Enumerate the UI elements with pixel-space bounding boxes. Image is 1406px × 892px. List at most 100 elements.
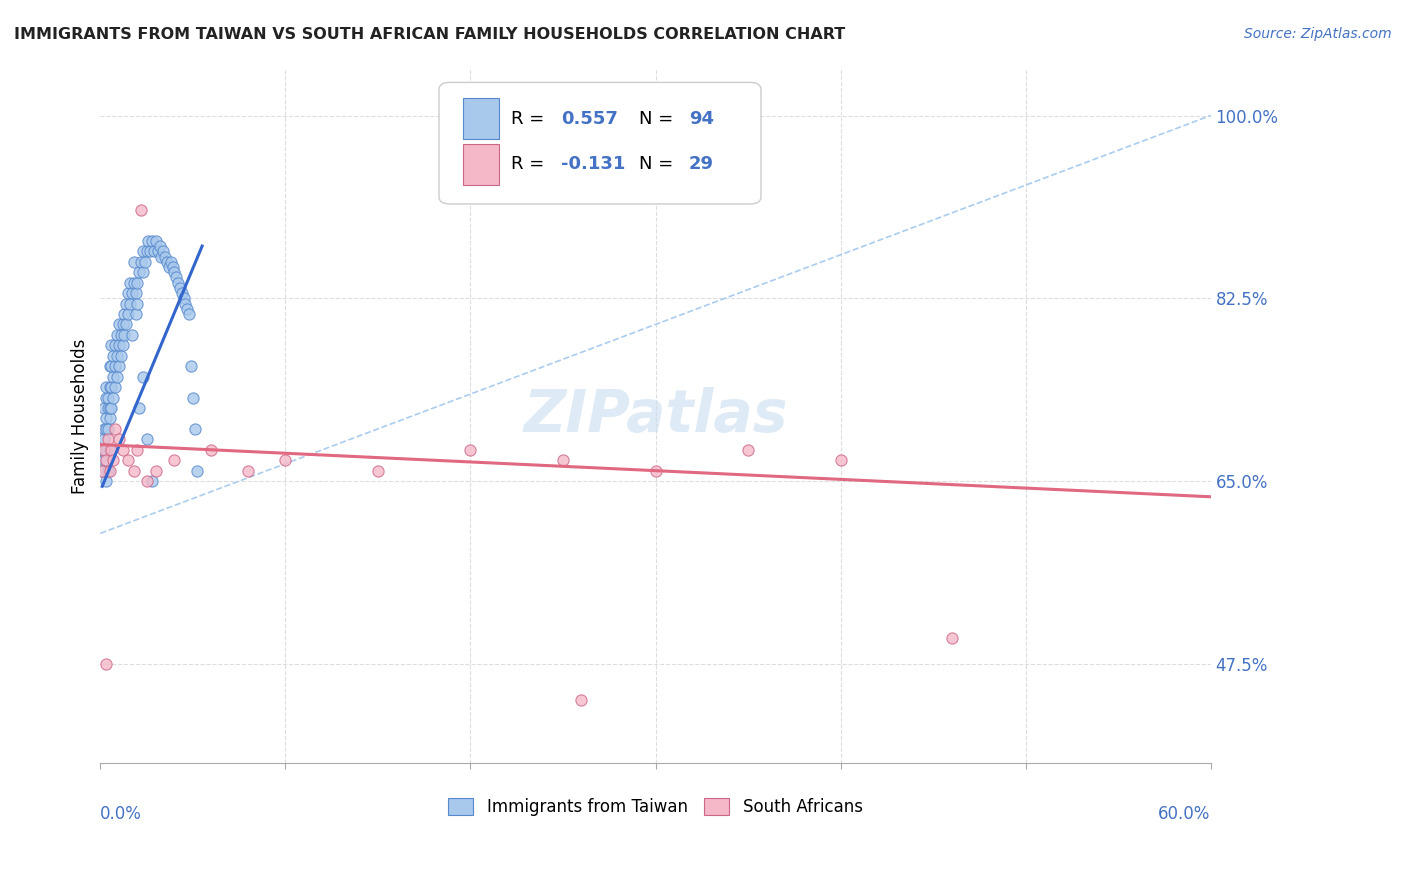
FancyBboxPatch shape — [464, 145, 499, 185]
Point — [146, 244, 169, 259]
FancyBboxPatch shape — [464, 98, 499, 138]
Point — [112, 307, 135, 321]
Text: R =: R = — [512, 110, 550, 128]
Point — [104, 359, 127, 374]
Point — [98, 380, 121, 394]
Text: -0.131: -0.131 — [561, 155, 626, 173]
Point — [100, 359, 122, 374]
Point — [132, 369, 155, 384]
Point — [110, 349, 132, 363]
Point — [141, 474, 163, 488]
Point — [93, 442, 115, 457]
Point — [163, 265, 186, 279]
Point — [103, 369, 125, 384]
Point — [117, 286, 139, 301]
Point — [145, 464, 167, 478]
Point — [180, 359, 202, 374]
Point — [200, 442, 222, 457]
Point — [170, 286, 193, 301]
Point — [132, 265, 155, 279]
Point — [118, 296, 141, 310]
Point — [105, 369, 128, 384]
Point — [98, 442, 121, 457]
Point — [644, 464, 666, 478]
Text: Source: ZipAtlas.com: Source: ZipAtlas.com — [1244, 27, 1392, 41]
Text: IMMIGRANTS FROM TAIWAN VS SOUTH AFRICAN FAMILY HOUSEHOLDS CORRELATION CHART: IMMIGRANTS FROM TAIWAN VS SOUTH AFRICAN … — [14, 27, 845, 42]
Point — [274, 453, 297, 467]
Point — [94, 442, 117, 457]
Point — [551, 453, 574, 467]
Point — [94, 422, 117, 436]
Point — [737, 442, 759, 457]
Point — [153, 250, 176, 264]
Point — [94, 380, 117, 394]
Point — [117, 453, 139, 467]
Point — [91, 464, 114, 478]
Point — [167, 276, 190, 290]
Point — [103, 349, 125, 363]
Text: 60.0%: 60.0% — [1159, 805, 1211, 823]
Point — [121, 327, 143, 342]
Point — [143, 244, 166, 259]
Y-axis label: Family Households: Family Households — [72, 338, 89, 493]
Point — [118, 276, 141, 290]
Text: N =: N = — [638, 110, 679, 128]
Point — [103, 453, 125, 467]
Point — [100, 401, 122, 415]
Point — [183, 422, 205, 436]
Point — [94, 411, 117, 425]
Point — [94, 657, 117, 671]
Point — [94, 453, 117, 467]
Legend: Immigrants from Taiwan, South Africans: Immigrants from Taiwan, South Africans — [440, 789, 870, 824]
Point — [174, 296, 197, 310]
Point — [94, 391, 117, 405]
Point — [97, 433, 120, 447]
Point — [110, 327, 132, 342]
Point — [159, 254, 181, 268]
Point — [105, 327, 128, 342]
Point — [141, 234, 163, 248]
Point — [121, 286, 143, 301]
Point — [169, 281, 191, 295]
Point — [105, 349, 128, 363]
Point — [135, 433, 157, 447]
Point — [127, 276, 149, 290]
Point — [129, 254, 152, 268]
Point — [163, 453, 186, 467]
Point — [152, 244, 174, 259]
Point — [124, 286, 146, 301]
Point — [181, 391, 204, 405]
Point — [145, 234, 167, 248]
Point — [108, 359, 131, 374]
Point — [97, 464, 120, 478]
Point — [108, 338, 131, 352]
Point — [124, 307, 146, 321]
Point — [122, 464, 145, 478]
Point — [367, 464, 389, 478]
Point — [108, 433, 131, 447]
Point — [104, 338, 127, 352]
Point — [571, 693, 593, 707]
Point — [186, 464, 208, 478]
Point — [103, 391, 125, 405]
Text: 29: 29 — [689, 155, 714, 173]
Point — [165, 270, 187, 285]
Text: N =: N = — [638, 155, 679, 173]
Point — [93, 453, 115, 467]
Point — [128, 401, 150, 415]
Point — [830, 453, 852, 467]
Point — [97, 401, 120, 415]
Point — [97, 422, 120, 436]
Point — [941, 631, 963, 645]
Point — [111, 318, 134, 332]
Point — [94, 474, 117, 488]
Text: ZIPatlas: ZIPatlas — [523, 387, 787, 444]
Point — [139, 244, 162, 259]
Point — [135, 244, 157, 259]
Point — [111, 338, 134, 352]
Point — [115, 318, 138, 332]
Point — [104, 422, 127, 436]
Point — [135, 474, 157, 488]
Point — [93, 401, 115, 415]
Point — [460, 442, 482, 457]
